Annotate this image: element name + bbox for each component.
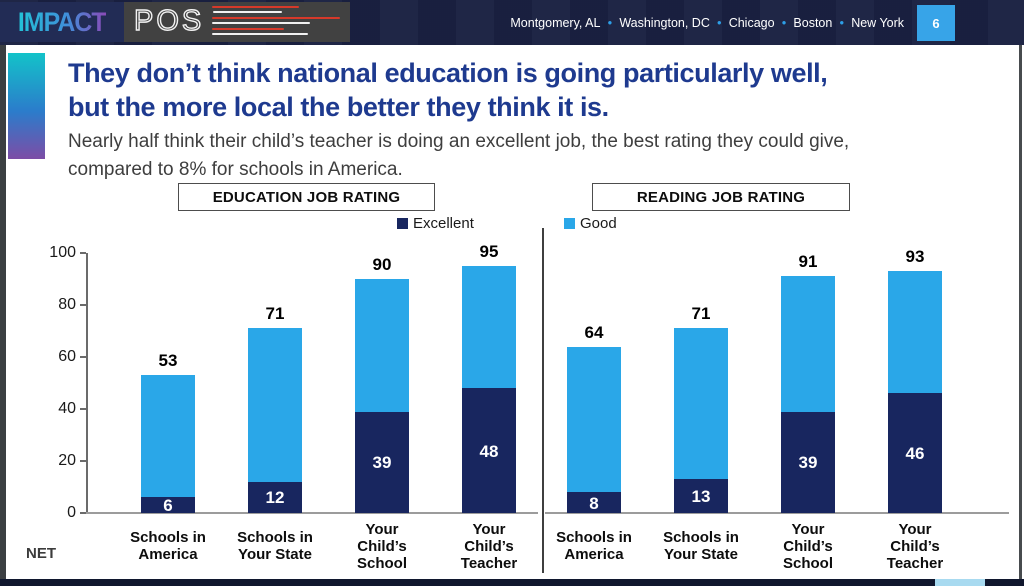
y-axis-tick-label: 0: [67, 503, 76, 521]
excellent-value-label: 46: [905, 444, 925, 464]
window-right-edge: [1019, 45, 1022, 586]
city-separator-dot: ●: [607, 17, 613, 27]
city-label: Boston: [793, 15, 833, 30]
bar-segment-excellent: [567, 492, 621, 513]
y-axis-tick: [80, 460, 86, 462]
legend-item-excellent: Excellent: [397, 215, 474, 232]
city-separator-dot: ●: [716, 17, 722, 27]
excellent-value-label: 39: [798, 453, 818, 473]
excellent-value-label: 39: [372, 453, 392, 473]
bar-segment-excellent: [888, 393, 942, 513]
net-row-label: NET: [26, 545, 56, 562]
bar-segment-good: [355, 279, 409, 412]
market-cities-list: Montgomery, AL ● Washington, DC ● Chicag…: [510, 0, 904, 45]
bar-segment-good: [781, 276, 835, 412]
city-label: Montgomery, AL: [510, 15, 601, 30]
y-axis-tick: [80, 304, 86, 306]
y-axis-tick-label: 100: [49, 243, 76, 261]
x-axis-line-reading: [545, 512, 1009, 514]
net-total-label: 95: [479, 242, 499, 261]
logo-stripe: [212, 22, 310, 25]
net-total-label: 64: [584, 322, 604, 342]
excellent-value-label: 8: [589, 493, 599, 513]
y-axis-tick: [80, 408, 86, 410]
city-separator-dot: ●: [781, 17, 787, 27]
bar-segment-excellent: [462, 388, 516, 513]
logo-stripe: [213, 11, 282, 14]
bar-segment-excellent: [355, 411, 409, 513]
y-axis-tick-label: 20: [58, 451, 76, 469]
slide-title: They don’t think national education is g…: [68, 58, 828, 122]
legend-label-excellent: Excellent: [413, 215, 474, 232]
x-axis-line-education: [86, 512, 538, 514]
bar-segment-excellent: [141, 497, 195, 513]
net-total-label: 71: [691, 304, 711, 324]
net-total-label: 90: [372, 255, 392, 274]
y-axis-tick-label: 60: [58, 347, 76, 365]
y-axis-tick: [80, 512, 86, 514]
impact-logo: IMPACT: [0, 2, 124, 42]
bar-segment-excellent: [781, 411, 835, 513]
bar-segment-good: [888, 271, 942, 394]
y-axis-tick: [80, 252, 86, 254]
bar-segment-excellent: [248, 481, 302, 513]
net-total-label: 91: [798, 252, 818, 272]
excellent-value-label: 12: [265, 488, 285, 508]
slide-subtitle: Nearly half think their child’s teacher …: [68, 131, 850, 180]
category-label: Schools in America: [130, 529, 206, 563]
excellent-value-label: 13: [691, 487, 711, 507]
header-bar: IMPACT POS Montgomery, AL ● Washington, …: [0, 0, 1024, 45]
bar-segment-excellent: [674, 479, 728, 513]
y-axis-tick-label: 80: [58, 295, 76, 313]
logo-stripe: [212, 6, 299, 9]
legend-item-good: Good: [564, 215, 617, 232]
city-label: Chicago: [728, 15, 775, 30]
footer-accent-segment: [935, 579, 985, 586]
excellent-value-label: 48: [479, 441, 499, 461]
bar-segment-good: [462, 266, 516, 389]
window-left-edge: [0, 45, 6, 586]
bar-segment-good: [674, 328, 728, 480]
y-axis-tick-label: 40: [58, 399, 76, 417]
slide-number-badge: 6: [917, 5, 955, 41]
bar-segment-good: [141, 375, 195, 498]
category-label: Your Child’s Teacher: [460, 520, 518, 572]
logo-stripe: [212, 27, 284, 30]
logo-stripe: [212, 16, 340, 19]
category-label: Your Child’s School: [356, 520, 407, 572]
y-axis-line: [86, 253, 88, 514]
bar-segment-good: [248, 328, 302, 482]
category-label: Schools in Your State: [237, 529, 313, 563]
y-axis-tick: [80, 356, 86, 358]
impact-logo-text: IMPACT: [18, 6, 107, 37]
city-separator-dot: ●: [839, 17, 845, 27]
legend-swatch-excellent: [397, 218, 408, 229]
legend-swatch-good: [564, 218, 575, 229]
net-total-label: 93: [905, 247, 925, 267]
excellent-value-label: 6: [163, 496, 173, 515]
reading-chart-title-box: READING JOB RATING: [592, 183, 850, 211]
pos-logo-text: POS: [133, 4, 205, 37]
chart-divider-line: [542, 228, 544, 573]
city-label: New York: [851, 15, 904, 30]
net-total-label: 53: [158, 351, 178, 371]
city-label: Washington, DC: [619, 15, 710, 30]
bar-segment-good: [567, 346, 621, 493]
category-label: Schools in America: [556, 529, 632, 563]
title-accent-gradient-bar: [8, 53, 45, 159]
legend-label-good: Good: [580, 215, 617, 232]
category-label: Schools in Your State: [663, 529, 739, 563]
footer-bar: [0, 579, 1024, 586]
logo-stripe: [212, 33, 308, 36]
category-label: Your Child’s School: [782, 520, 833, 572]
education-chart-title-box: EDUCATION JOB RATING: [178, 183, 435, 211]
net-total-label: 71: [265, 304, 285, 324]
pos-logo: POS: [124, 2, 350, 42]
category-label: Your Child’s Teacher: [886, 520, 944, 572]
